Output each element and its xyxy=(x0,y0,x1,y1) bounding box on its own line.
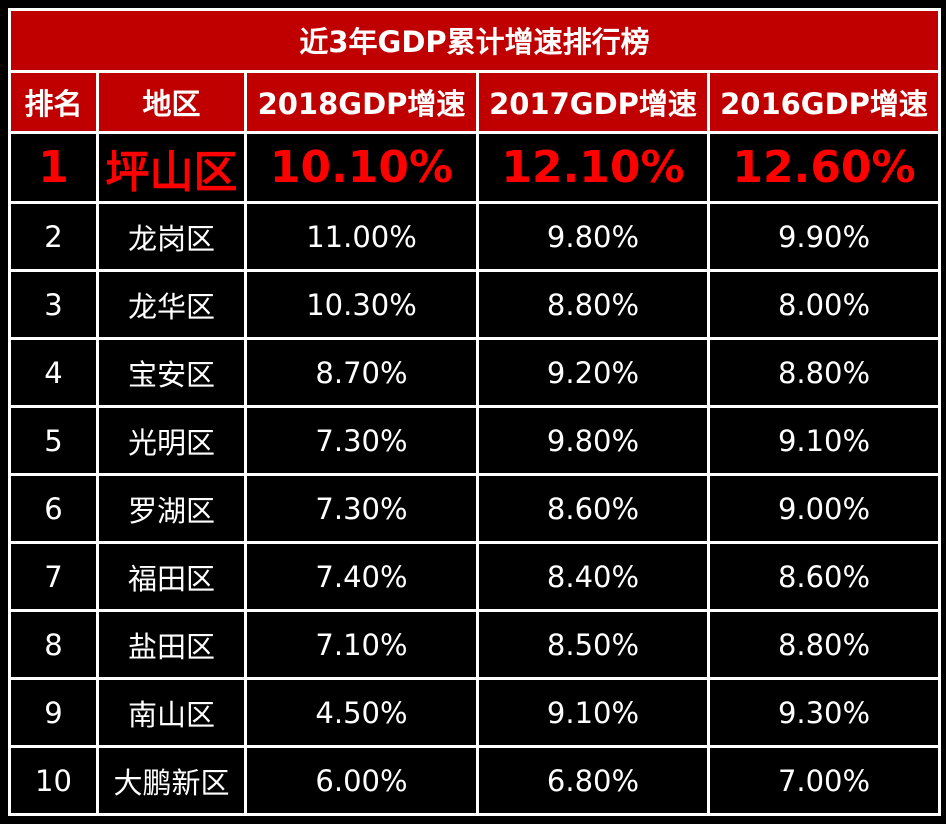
table-title-row: 近3年GDP累计增速排行榜 xyxy=(7,8,942,73)
cell-2016-growth: 8.60% xyxy=(706,541,942,613)
cell-rank: 10 xyxy=(8,745,99,816)
cell-rank: 1 xyxy=(8,131,99,205)
cell-rank: 2 xyxy=(8,201,99,273)
cell-2018-growth: 10.30% xyxy=(244,269,479,341)
header-2016-growth: 2016GDP增速 xyxy=(706,69,942,135)
cell-rank: 3 xyxy=(8,269,99,341)
cell-2017-growth: 8.80% xyxy=(476,269,710,341)
cell-region: 宝安区 xyxy=(96,337,247,409)
cell-region: 罗湖区 xyxy=(96,473,247,545)
cell-2016-growth: 9.10% xyxy=(706,405,942,477)
cell-2016-growth: 7.00% xyxy=(706,745,942,816)
cell-rank: 5 xyxy=(8,405,99,477)
table-row: 10 大鹏新区 6.00% 6.80% 7.00% xyxy=(8,745,942,816)
cell-2017-growth: 9.10% xyxy=(476,677,710,748)
cell-rank: 8 xyxy=(8,609,99,681)
cell-region: 盐田区 xyxy=(96,609,247,681)
table-row: 3 龙华区 10.30% 8.80% 8.00% xyxy=(8,269,942,341)
cell-2017-growth: 12.10% xyxy=(476,131,710,205)
cell-2016-growth: 9.30% xyxy=(706,677,942,748)
table-header-row: 排名 地区 2018GDP增速 2017GDP增速 2016GDP增速 xyxy=(8,69,942,135)
cell-region: 光明区 xyxy=(96,405,247,477)
cell-rank: 6 xyxy=(8,473,99,545)
cell-2018-growth: 4.50% xyxy=(244,677,479,748)
table-row: 2 龙岗区 11.00% 9.80% 9.90% xyxy=(8,201,942,273)
cell-2018-growth: 8.70% xyxy=(244,337,479,409)
table-row: 5 光明区 7.30% 9.80% 9.10% xyxy=(8,405,942,477)
cell-region: 南山区 xyxy=(96,677,247,748)
table-title: 近3年GDP累计增速排行榜 xyxy=(7,8,942,73)
cell-2016-growth: 12.60% xyxy=(706,131,942,205)
cell-region: 福田区 xyxy=(96,541,247,613)
cell-2016-growth: 9.90% xyxy=(706,201,942,273)
cell-2017-growth: 9.20% xyxy=(476,337,710,409)
cell-2016-growth: 8.80% xyxy=(706,609,942,681)
cell-2017-growth: 8.40% xyxy=(476,541,710,613)
table-row: 6 罗湖区 7.30% 8.60% 9.00% xyxy=(8,473,942,545)
cell-rank: 4 xyxy=(8,337,99,409)
cell-2018-growth: 10.10% xyxy=(244,131,479,205)
header-2017-growth: 2017GDP增速 xyxy=(476,69,710,135)
cell-2018-growth: 7.10% xyxy=(244,609,479,681)
table-row-top: 1 坪山区 10.10% 12.10% 12.60% xyxy=(8,131,942,205)
cell-region: 坪山区 xyxy=(96,131,247,205)
cell-2017-growth: 8.50% xyxy=(476,609,710,681)
cell-2018-growth: 7.30% xyxy=(244,473,479,545)
cell-2016-growth: 8.80% xyxy=(706,337,942,409)
cell-rank: 7 xyxy=(8,541,99,613)
cell-2016-growth: 8.00% xyxy=(706,269,942,341)
cell-2018-growth: 11.00% xyxy=(244,201,479,273)
cell-2016-growth: 9.00% xyxy=(706,473,942,545)
cell-rank: 9 xyxy=(8,677,99,748)
header-region: 地区 xyxy=(96,69,247,135)
cell-2017-growth: 9.80% xyxy=(476,405,710,477)
cell-2017-growth: 8.60% xyxy=(476,473,710,545)
table-row: 8 盐田区 7.10% 8.50% 8.80% xyxy=(8,609,942,681)
cell-region: 大鹏新区 xyxy=(96,745,247,816)
header-2018-growth: 2018GDP增速 xyxy=(244,69,479,135)
table-row: 9 南山区 4.50% 9.10% 9.30% xyxy=(8,677,942,748)
cell-2018-growth: 7.30% xyxy=(244,405,479,477)
table-row: 4 宝安区 8.70% 9.20% 8.80% xyxy=(8,337,942,409)
cell-2018-growth: 6.00% xyxy=(244,745,479,816)
cell-region: 龙华区 xyxy=(96,269,247,341)
cell-2017-growth: 6.80% xyxy=(476,745,710,816)
header-rank: 排名 xyxy=(8,69,99,135)
cell-2018-growth: 7.40% xyxy=(244,541,479,613)
gdp-ranking-table: 近3年GDP累计增速排行榜 排名 地区 2018GDP增速 2017GDP增速 … xyxy=(7,8,942,816)
cell-region: 龙岗区 xyxy=(96,201,247,273)
table-row: 7 福田区 7.40% 8.40% 8.60% xyxy=(8,541,942,613)
cell-2017-growth: 9.80% xyxy=(476,201,710,273)
